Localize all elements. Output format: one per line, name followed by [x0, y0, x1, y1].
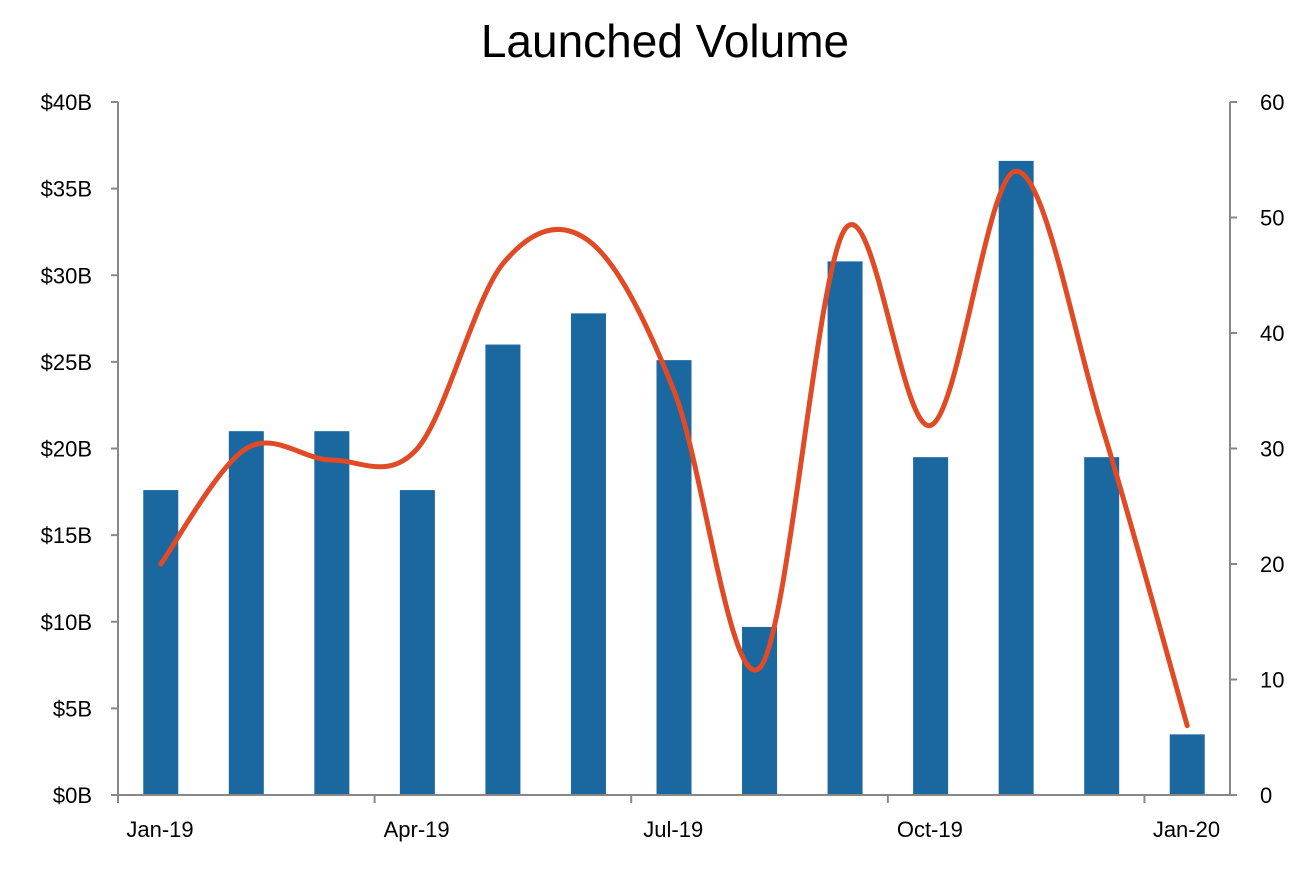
bar-sep-19 [827, 261, 863, 795]
x-tick-label: Apr-19 [384, 817, 450, 842]
y-left-tick-label: $40B [41, 90, 92, 115]
y-left-tick-label: $10B [41, 610, 92, 635]
y-right-tick-label: 0 [1260, 783, 1272, 808]
x-tick-label: Jan-19 [126, 817, 193, 842]
bar-dec-19 [1084, 457, 1120, 795]
bars-layer [143, 160, 1205, 795]
y-right-tick-label: 50 [1260, 206, 1284, 231]
bar-jan-20 [1169, 734, 1205, 795]
y-left-tick-label: $30B [41, 263, 92, 288]
chart-title: Launched Volume [480, 15, 850, 67]
y-left-tick-label: $15B [41, 523, 92, 548]
bar-feb-19 [228, 431, 264, 795]
bar-aug-19 [742, 626, 778, 795]
y-right-tick-label: 60 [1260, 90, 1284, 115]
y-right-tick-label: 30 [1260, 437, 1284, 462]
x-tick-label: Oct-19 [897, 817, 963, 842]
bar-jun-19 [570, 313, 606, 795]
y-right-tick-label: 20 [1260, 552, 1284, 577]
y-left-tick-label: $5B [53, 696, 92, 721]
bar-jan-19 [143, 490, 179, 795]
y-left-tick-label: $35B [41, 177, 92, 202]
axes-layer: $0B $5B $10B $15B $20B $25B $30B $35B $40B 0 10 20 3… [41, 90, 1285, 842]
y-left-tick-label: $0B [53, 783, 92, 808]
x-tick-label: Jul-19 [643, 817, 703, 842]
volume-count-line [158, 168, 1190, 729]
bar-nov-19 [998, 160, 1034, 795]
bar-apr-19 [399, 490, 435, 795]
bar-oct-19 [913, 457, 949, 795]
y-left-tick-label: $25B [41, 350, 92, 375]
y-right-tick-label: 40 [1260, 321, 1284, 346]
line-layer [158, 168, 1190, 729]
y-right-tick-label: 10 [1260, 668, 1284, 693]
bar-may-19 [485, 344, 521, 795]
y-left-tick-label: $20B [41, 437, 92, 462]
bar-mar-19 [314, 431, 350, 795]
x-tick-label: Jan-20 [1153, 817, 1220, 842]
